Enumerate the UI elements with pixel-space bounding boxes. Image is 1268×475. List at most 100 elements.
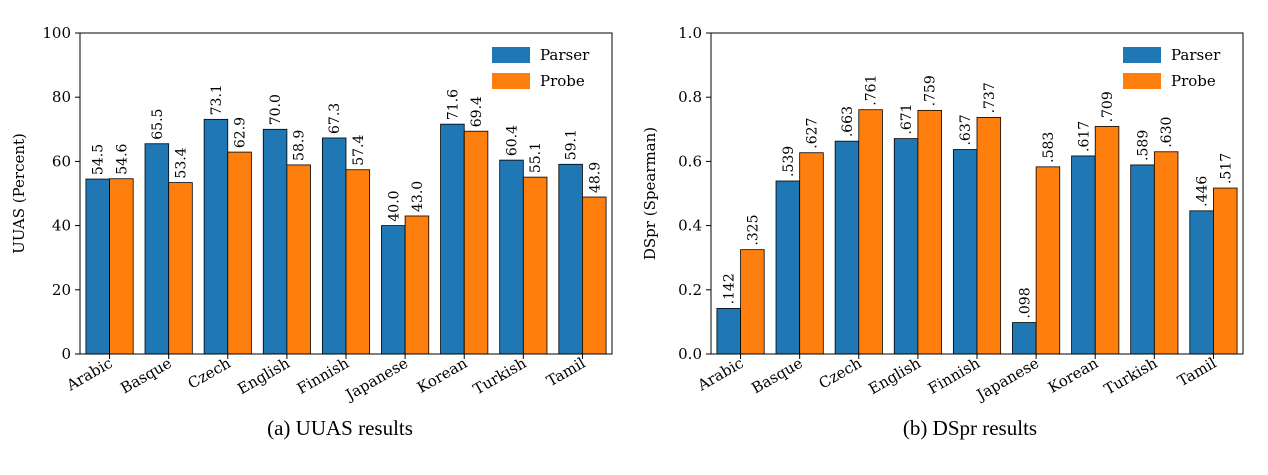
legend-swatch-probe (492, 73, 530, 89)
value-label: .737 (982, 82, 998, 113)
bar-parser-tamil (1189, 210, 1214, 355)
bar-parser-turkish (499, 159, 524, 355)
y-tick-label: 1.0 (678, 24, 702, 42)
bar-probe-czech (858, 109, 883, 355)
value-label: 65.5 (150, 109, 166, 140)
x-tick-label: Tamil (1174, 354, 1219, 390)
bar-probe-arabic (740, 249, 765, 355)
bar-parser-japanese (1012, 322, 1037, 355)
value-label: .325 (745, 215, 761, 246)
bar-parser-japanese (381, 225, 406, 355)
bar-parser-english (262, 128, 288, 355)
y-tick-label: 80 (52, 88, 71, 106)
y-tick-label: 0.6 (678, 152, 702, 170)
value-label: 73.1 (209, 84, 225, 115)
value-label: 58.9 (292, 130, 308, 161)
value-label: .759 (923, 75, 939, 106)
caption-dspr: (b) DSpr results (902, 416, 1038, 440)
value-label: 60.4 (505, 125, 521, 156)
bar-probe-english (286, 164, 311, 355)
bar-parser-basque (775, 180, 801, 355)
bar-probe-japanese (404, 215, 430, 355)
value-label: .671 (899, 103, 915, 134)
value-label: 59.1 (564, 129, 580, 160)
bar-probe-korean (1094, 126, 1120, 355)
value-label: 43.0 (410, 181, 426, 212)
bar-parser-finnish (321, 137, 347, 355)
value-label: 71.6 (445, 89, 461, 120)
value-label: 70.0 (268, 94, 284, 125)
value-label: .630 (1159, 117, 1175, 148)
y-tick-label: 0.0 (678, 345, 702, 363)
value-label: .761 (864, 75, 880, 106)
value-label: 67.3 (327, 103, 343, 134)
value-label: .517 (1218, 153, 1234, 184)
bar-probe-korean (463, 130, 489, 355)
value-label: .583 (1041, 132, 1057, 163)
bar-parser-arabic (85, 178, 110, 355)
value-label: .098 (1017, 287, 1033, 318)
y-tick-label: 0.8 (678, 88, 702, 106)
legend-swatch-parser (1123, 47, 1161, 63)
bar-probe-finnish (976, 117, 1002, 355)
legend-swatch-probe (1123, 73, 1161, 89)
x-tick-label: Tamil (543, 354, 588, 390)
bar-parser-tamil (558, 163, 583, 355)
value-label: 54.5 (91, 144, 107, 175)
bar-probe-arabic (109, 178, 134, 355)
value-label: .637 (958, 114, 974, 145)
value-label: .627 (804, 118, 820, 149)
y-tick-label: 100 (42, 24, 71, 42)
bar-probe-english (917, 109, 942, 355)
bar-parser-korean (440, 123, 465, 355)
value-label: 69.4 (469, 96, 485, 127)
value-label: 55.1 (528, 142, 544, 173)
value-label: .709 (1100, 91, 1116, 122)
x-tick-label: Czech (185, 354, 234, 393)
dspr-chart: .142 .539 .663 .671 .637 .098 .617 .589 .446 .325… (641, 24, 1244, 405)
bar-probe-basque (168, 182, 193, 355)
y-tick-label: 20 (52, 281, 71, 299)
bar-probe-turkish (522, 176, 548, 355)
x-tick-label: Turkish (1101, 354, 1161, 399)
bar-parser-czech (203, 118, 229, 355)
x-tick-label: Basque (748, 354, 805, 398)
x-tick-label: Basque (117, 354, 174, 398)
bar-parser-korean (1071, 155, 1096, 355)
uuas-chart: 54.5 65.5 73.1 70.0 67.3 40.0 71.6 60.4 59.1 54.6… (10, 24, 613, 405)
bar-parser-arabic (716, 308, 741, 355)
legend-label-parser: Parser (540, 46, 590, 64)
value-label: 40.0 (386, 190, 402, 221)
value-label: .446 (1195, 176, 1211, 207)
y-tick-label: 0.2 (678, 281, 702, 299)
value-label: 62.9 (233, 117, 249, 148)
bar-probe-finnish (345, 169, 371, 355)
legend-label-probe: Probe (1171, 72, 1216, 90)
value-label: 54.6 (114, 143, 130, 174)
bar-parser-finnish (952, 149, 978, 355)
bar-probe-tamil (1213, 187, 1238, 355)
x-tick-label: English (234, 354, 293, 398)
value-label: .539 (781, 146, 797, 177)
value-label: 48.9 (587, 162, 603, 193)
x-tick-label: Turkish (470, 354, 530, 399)
caption-uuas: (a) UUAS results (267, 416, 413, 440)
bar-probe-japanese (1035, 166, 1061, 355)
legend-label-parser: Parser (1171, 46, 1221, 64)
x-tick-label: English (865, 354, 924, 398)
x-tick-label: Czech (816, 354, 865, 393)
value-label: 53.4 (173, 147, 189, 178)
value-label: .142 (722, 273, 738, 304)
bar-parser-basque (144, 143, 170, 355)
bar-parser-turkish (1130, 164, 1155, 355)
x-tick-label: Japanese (972, 354, 1042, 405)
bar-parser-english (893, 138, 919, 355)
y-tick-label: 0.4 (678, 217, 702, 235)
y-axis-label: UUAS (Percent) (10, 133, 28, 254)
y-axis-label: DSpr (Spearman) (641, 127, 659, 260)
y-tick-label: 0 (61, 345, 71, 363)
x-tick-label: Korean (1045, 354, 1101, 397)
y-tick-label: 40 (52, 217, 71, 235)
y-tick-label: 60 (52, 152, 71, 170)
